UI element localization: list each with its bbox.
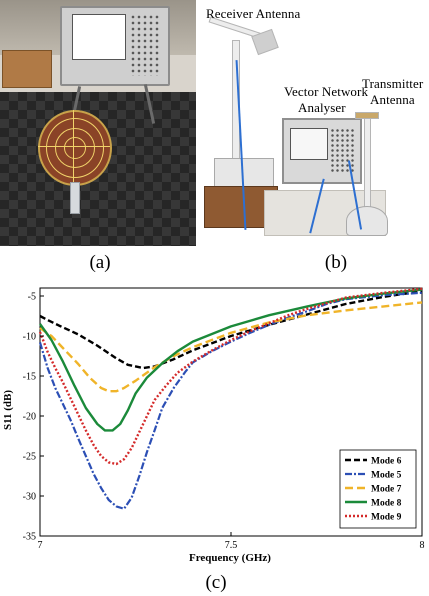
photo-vna-screen xyxy=(72,14,126,60)
legend-label: Mode 8 xyxy=(371,499,402,509)
y-tick-label: -20 xyxy=(23,412,36,423)
y-tick-label: -30 xyxy=(23,492,36,503)
photo-vna-b-screen xyxy=(290,128,328,160)
photo-antenna-ring-outer xyxy=(46,118,104,178)
tick-layer: -35 -30 -25 -20 -15 -10 -5 7 7.5 8 xyxy=(23,292,425,552)
photo-measurement-setup xyxy=(204,0,426,246)
label-transmitter-line1: Transmitter xyxy=(362,76,424,91)
series-line-mode-5 xyxy=(38,291,423,510)
series-layer xyxy=(38,287,423,510)
photo-antenna-in-anechoic-chamber xyxy=(0,0,196,246)
y-tick-label: -5 xyxy=(28,292,36,303)
photo-antenna-line-v xyxy=(73,110,75,184)
legend-label: Mode 9 xyxy=(371,513,402,523)
legend: Mode 6 Mode 5 Mode 7 Mode 8 Mode 9 xyxy=(339,449,417,529)
caption-a: (a) xyxy=(89,252,111,273)
photo-transmitter-head xyxy=(355,112,379,119)
series-line-mode-9 xyxy=(38,287,423,466)
series-line-mode-8 xyxy=(39,288,423,432)
photo-antenna-ring-mid xyxy=(55,128,95,168)
x-tick-label: 8 xyxy=(420,540,425,551)
y-tick-label: -10 xyxy=(23,332,36,343)
photo-transmitter-pole xyxy=(364,118,371,216)
y-axis-label: S11 (dB) xyxy=(2,390,14,430)
label-receiver-antenna: Receiver Antenna xyxy=(206,6,301,21)
photo-antenna-feed xyxy=(70,182,80,214)
x-tick-label: 7.5 xyxy=(225,540,238,551)
photo-transmitter-base xyxy=(346,206,388,236)
series-line-mode-7 xyxy=(39,301,423,393)
caption-c: (c) xyxy=(205,572,227,593)
label-transmitter-line2: Antenna xyxy=(370,92,415,107)
caption-b: (b) xyxy=(324,252,348,273)
photo-vna-keys xyxy=(130,14,160,76)
y-tick-label: -15 xyxy=(23,372,36,383)
label-vna-line2: Analyser xyxy=(298,100,346,115)
y-tick-label: -25 xyxy=(23,452,36,463)
label-vna-line1: Vector Network xyxy=(284,84,369,99)
legend-label: Mode 5 xyxy=(371,471,402,481)
s11-chart: -35 -30 -25 -20 -15 -10 -5 7 7.5 8 Frequency (GHz… xyxy=(2,287,425,564)
series-line-mode-6 xyxy=(39,290,423,370)
y-tick-label: -35 xyxy=(23,532,36,543)
legend-label: Mode 7 xyxy=(371,485,402,495)
photo-vector-network-analyser xyxy=(60,6,170,86)
x-axis-label: Frequency (GHz) xyxy=(189,552,271,564)
x-tick-label: 7 xyxy=(38,540,43,551)
photo-antenna-ring-inner xyxy=(64,137,86,159)
photo-wooden-box xyxy=(2,50,52,88)
legend-label: Mode 6 xyxy=(371,457,402,467)
